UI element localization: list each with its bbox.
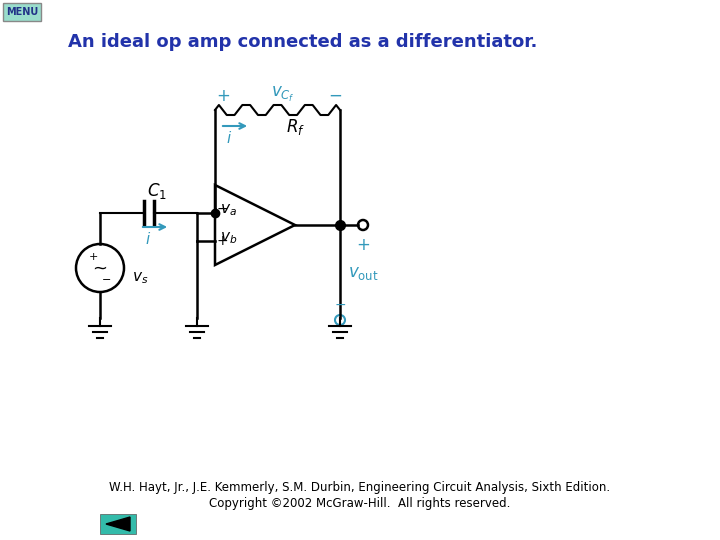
Text: $v_b$: $v_b$ bbox=[220, 230, 238, 246]
Text: −: − bbox=[216, 202, 228, 216]
Bar bbox=[3, 3, 41, 21]
Text: $v_a$: $v_a$ bbox=[220, 202, 237, 218]
Text: MENU: MENU bbox=[6, 7, 38, 17]
Text: −: − bbox=[102, 275, 112, 285]
Text: $C_1$: $C_1$ bbox=[146, 181, 166, 201]
Text: +: + bbox=[216, 234, 228, 248]
Text: $v_s$: $v_s$ bbox=[132, 270, 148, 286]
Text: $i$: $i$ bbox=[145, 231, 151, 247]
Text: Copyright ©2002 McGraw-Hill.  All rights reserved.: Copyright ©2002 McGraw-Hill. All rights … bbox=[210, 497, 510, 510]
Text: +: + bbox=[89, 252, 98, 262]
Text: $v_{\rm out}$: $v_{\rm out}$ bbox=[348, 264, 378, 282]
Bar bbox=[100, 514, 136, 534]
Text: +: + bbox=[356, 236, 370, 254]
Polygon shape bbox=[106, 517, 130, 531]
Text: +: + bbox=[216, 87, 230, 105]
Text: W.H. Hayt, Jr., J.E. Kemmerly, S.M. Durbin, Engineering Circuit Analysis, Sixth : W.H. Hayt, Jr., J.E. Kemmerly, S.M. Durb… bbox=[109, 482, 611, 495]
Text: An ideal op amp connected as a differentiator.: An ideal op amp connected as a different… bbox=[68, 33, 537, 51]
Text: $i$: $i$ bbox=[226, 130, 232, 146]
Text: $R_f$: $R_f$ bbox=[286, 117, 305, 137]
Text: ~: ~ bbox=[92, 260, 107, 278]
Text: −: − bbox=[328, 87, 342, 105]
Text: −: − bbox=[334, 298, 346, 312]
Text: $v_{C_f}$: $v_{C_f}$ bbox=[271, 84, 294, 104]
